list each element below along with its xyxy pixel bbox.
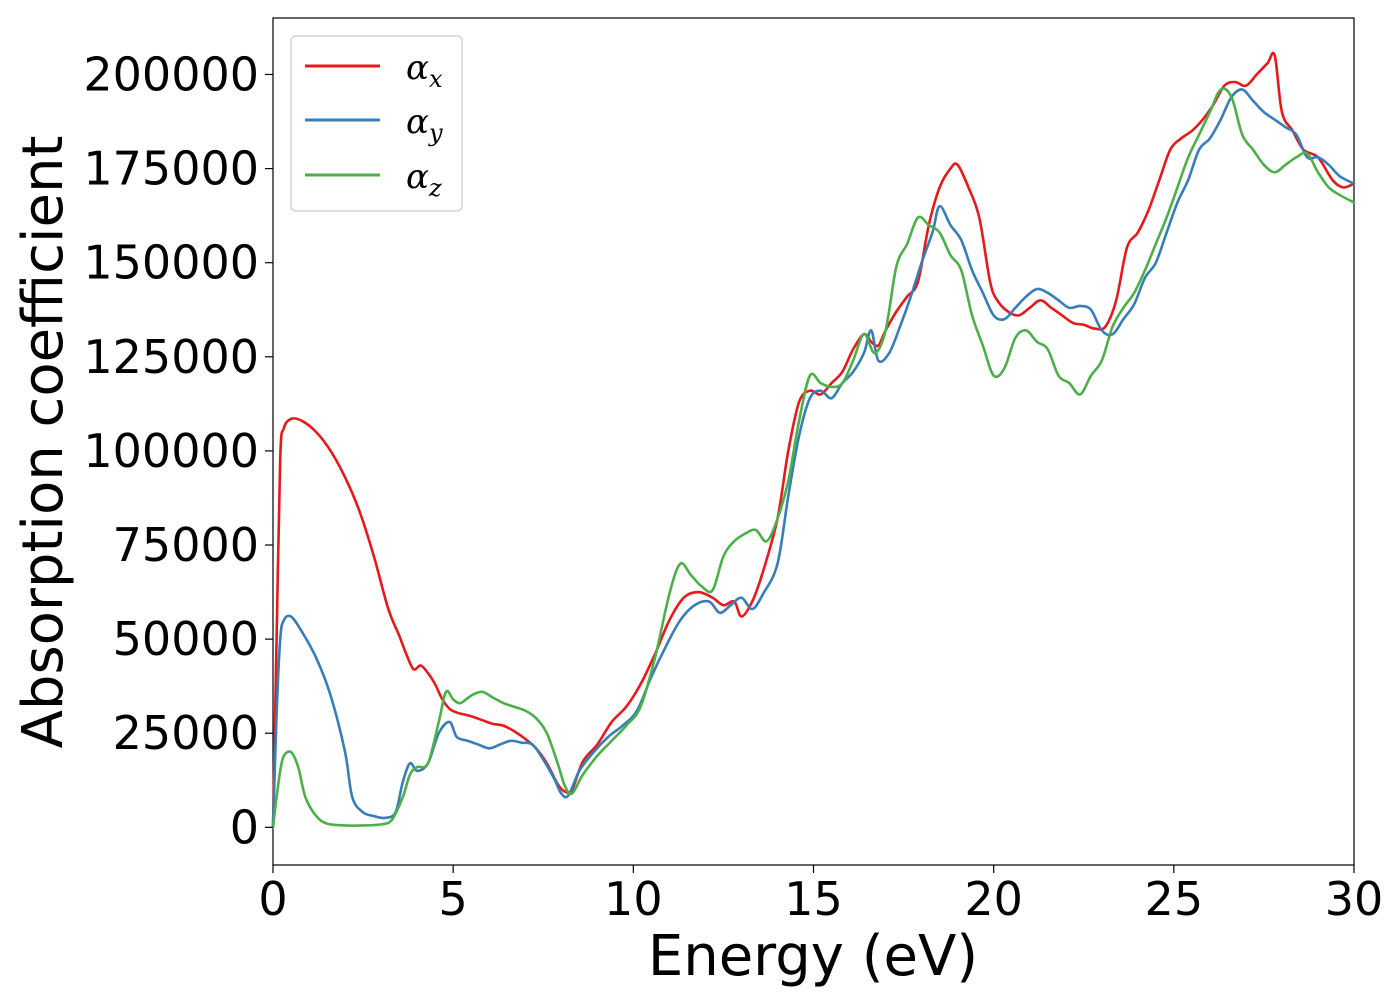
y-tick-label: 25000 <box>113 706 259 760</box>
x-axis-label: Energy (eV) <box>648 924 978 989</box>
legend-frame <box>290 35 463 212</box>
legend-item-alpha-y: αy <box>305 102 443 147</box>
legend: αx αy αz <box>290 35 463 212</box>
x-tick-label: 15 <box>784 872 843 926</box>
y-tick-label: 200000 <box>83 47 259 101</box>
series-line-alpha-x <box>271 51 1356 829</box>
x-tick-label: 0 <box>258 872 287 926</box>
legend-label-alpha-x: αx <box>406 48 443 93</box>
y-tick-label: 0 <box>230 800 259 854</box>
y-tick-label: 150000 <box>83 236 259 290</box>
series-layer <box>271 51 1356 829</box>
series-line-alpha-y <box>271 88 1356 829</box>
legend-item-alpha-x: αx <box>305 48 443 93</box>
x-tick-label: 20 <box>964 872 1023 926</box>
legend-label-alpha-y: αy <box>406 102 443 147</box>
x-tick-label: 25 <box>1145 872 1204 926</box>
x-tick-label: 5 <box>439 872 468 926</box>
legend-item-alpha-z: αz <box>305 157 442 202</box>
x-tick-label: 10 <box>604 872 663 926</box>
y-tick-label: 100000 <box>83 424 259 478</box>
y-tick-label: 50000 <box>113 612 259 666</box>
x-axis-ticks: 0 5 10 15 20 25 30 <box>258 865 1383 926</box>
x-tick-label: 30 <box>1325 872 1384 926</box>
y-axis-label: Absorption coefficient <box>11 136 76 749</box>
y-tick-label: 175000 <box>83 142 259 196</box>
y-tick-label: 125000 <box>83 330 259 384</box>
series-line-alpha-z <box>271 87 1356 829</box>
legend-label-alpha-z: αz <box>406 157 442 202</box>
y-tick-label: 75000 <box>113 518 259 572</box>
y-axis-ticks: 0 25000 50000 75000 100000 125000 150000 175000… <box>83 47 273 854</box>
